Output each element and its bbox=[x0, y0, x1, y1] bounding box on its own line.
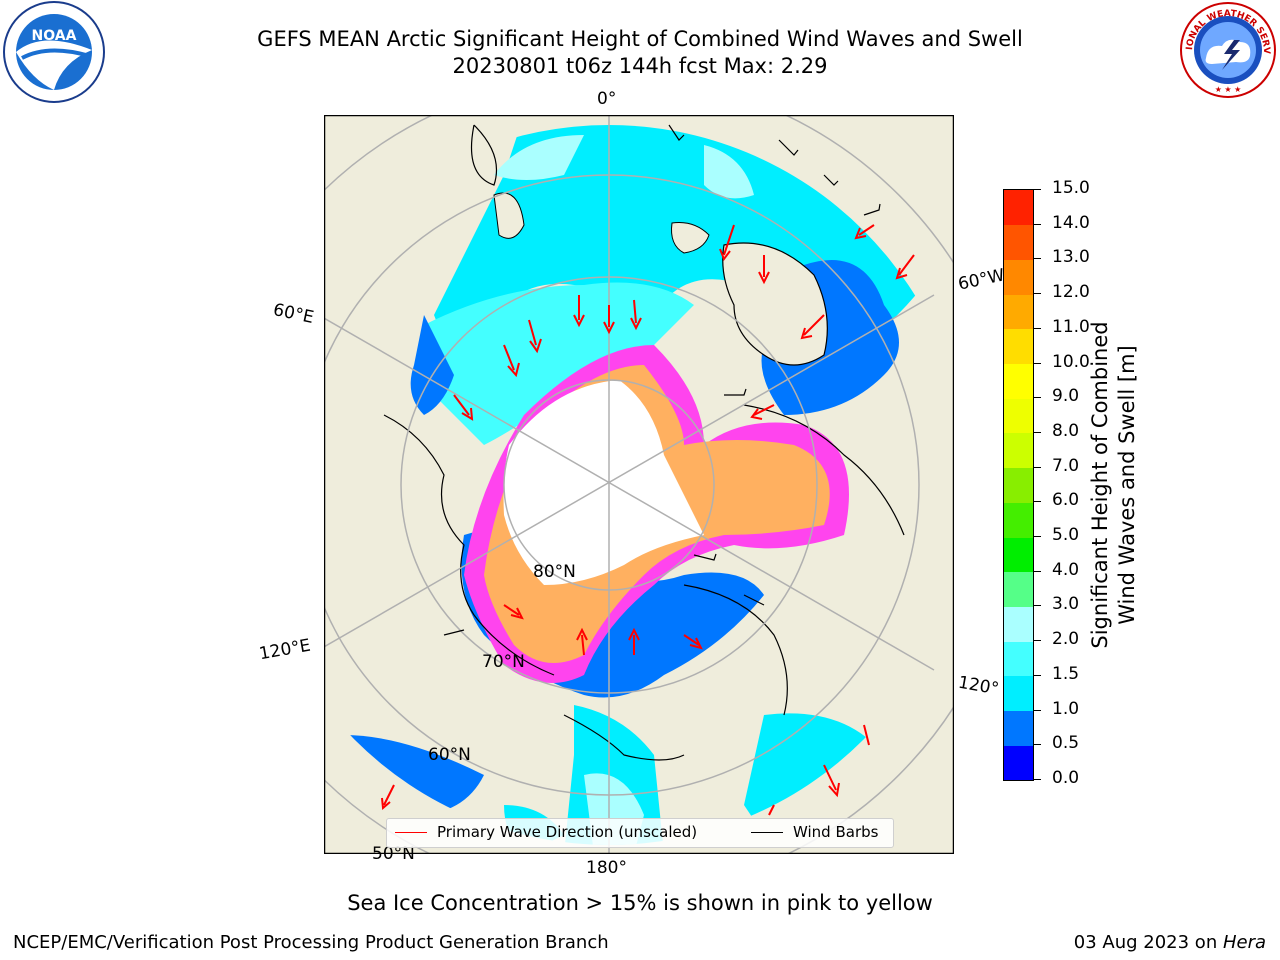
colorbar-tick-label: 13.0 bbox=[1052, 247, 1090, 268]
colorbar-tick-mark bbox=[1034, 640, 1041, 642]
colorbar-tick-mark bbox=[1034, 258, 1041, 260]
novaya-zemlya bbox=[493, 192, 525, 239]
colorbar-tick-mark bbox=[1034, 536, 1041, 538]
colorbar-tick-mark bbox=[1034, 744, 1041, 746]
colorbar-segment bbox=[1004, 224, 1033, 260]
legend-label-barb: Wind Barbs bbox=[793, 823, 879, 841]
wind-barbs bbox=[443, 124, 881, 636]
colorbar-tick-mark bbox=[1034, 501, 1041, 503]
chart-title: GEFS MEAN Arctic Significant Height of C… bbox=[257, 27, 1023, 51]
wave-direction-arrows bbox=[381, 224, 915, 816]
colorbar-tick-label: 9.0 bbox=[1052, 386, 1080, 407]
wave-field-norway bbox=[410, 315, 454, 415]
colorbar-segment bbox=[1004, 398, 1033, 434]
colorbar-tick-label: 4.0 bbox=[1052, 559, 1080, 580]
colorbar-tick-label: 12.0 bbox=[1052, 282, 1090, 303]
colorbar-tick-mark bbox=[1034, 466, 1041, 468]
greenland bbox=[722, 242, 828, 366]
lon-label-60e: 60°E bbox=[271, 299, 316, 329]
legend-swatch-wave bbox=[395, 832, 427, 833]
bering-coastline bbox=[563, 714, 685, 761]
colorbar-tick-label: 11.0 bbox=[1052, 316, 1090, 337]
legend-swatch-barb bbox=[751, 832, 783, 833]
colorbar-tick-label: 5.0 bbox=[1052, 525, 1080, 546]
lon-label-60w: 60°W bbox=[956, 265, 1007, 295]
colorbar-tick-mark bbox=[1034, 709, 1041, 711]
colorbar-tick-label: 6.0 bbox=[1052, 490, 1080, 511]
colorbar-segment bbox=[1004, 502, 1033, 538]
colorbar-segment bbox=[1004, 328, 1033, 365]
chart-subtitle: 20230801 t06z 144h fcst Max: 2.29 bbox=[452, 54, 828, 78]
colorbar-tick-mark bbox=[1034, 570, 1041, 572]
lon-label-0: 0° bbox=[597, 89, 617, 109]
colorbar-tick-mark bbox=[1034, 674, 1041, 676]
colorbar-segment bbox=[1004, 675, 1033, 712]
lat-label-70n: 70°N bbox=[482, 652, 525, 672]
colorbar-tick-label: 3.0 bbox=[1052, 594, 1080, 615]
colorbar-label-line2: Wind Waves and Swell [m] bbox=[1115, 345, 1139, 625]
wave-field-highband bbox=[494, 135, 584, 180]
wave-field-highband-2 bbox=[704, 145, 754, 199]
colorbar-segment bbox=[1004, 606, 1033, 642]
sea-ice-caption: Sea Ice Concentration > 15% is shown in … bbox=[347, 891, 933, 915]
colorbar-segment bbox=[1004, 190, 1033, 226]
colorbar-segment bbox=[1004, 259, 1033, 295]
colorbar-label-line1: Significant Height of Combined bbox=[1088, 321, 1112, 649]
footer-host: Hera bbox=[1222, 932, 1266, 953]
colorbar-tick-mark bbox=[1034, 397, 1041, 399]
colorbar-tick-mark bbox=[1034, 293, 1041, 295]
colorbar-tick-label: 1.0 bbox=[1052, 698, 1080, 719]
lat-label-50n: 50°N bbox=[372, 844, 415, 864]
colorbar bbox=[1003, 189, 1034, 781]
colorbar-tick-mark bbox=[1034, 605, 1041, 607]
colorbar-tick-label: 14.0 bbox=[1052, 212, 1090, 233]
colorbar-tick-label: 7.0 bbox=[1052, 455, 1080, 476]
colorbar-tick-label: 8.0 bbox=[1052, 420, 1080, 441]
colorbar-segment bbox=[1004, 571, 1033, 607]
colorbar-segment bbox=[1004, 537, 1033, 573]
lon-label-120e: 120°E bbox=[257, 635, 313, 665]
wave-field-barents bbox=[424, 282, 694, 445]
canada-coastline bbox=[743, 404, 905, 536]
map-frame bbox=[324, 115, 954, 854]
colorbar-segment bbox=[1004, 710, 1033, 746]
colorbar-segment bbox=[1004, 467, 1033, 503]
noaa-logo: NOAA bbox=[2, 0, 106, 104]
colorbar-segment bbox=[1004, 294, 1033, 330]
colorbar-tick-mark bbox=[1034, 189, 1041, 190]
footer-date: 03 Aug 2023 on Hera bbox=[1074, 932, 1266, 953]
footer-branch: NCEP/EMC/Verification Post Processing Pr… bbox=[13, 932, 609, 953]
lon-label-180: 180° bbox=[586, 858, 627, 878]
svalbard bbox=[671, 222, 710, 254]
colorbar-tick-label: 1.5 bbox=[1052, 663, 1080, 684]
lat-label-80n: 80°N bbox=[533, 562, 576, 582]
lat-label-60n: 60°N bbox=[428, 745, 471, 765]
central-arctic-ice bbox=[503, 380, 704, 585]
nws-logo: NATIONAL WEATHER SERVICE ★ ★ ★ bbox=[1174, 0, 1278, 100]
siberian-coastline bbox=[383, 414, 555, 676]
svg-text:★ ★ ★: ★ ★ ★ bbox=[1215, 85, 1242, 94]
colorbar-tick-label: 10.0 bbox=[1052, 351, 1090, 372]
colorbar-segment bbox=[1004, 432, 1033, 469]
colorbar-tick-mark bbox=[1034, 362, 1041, 364]
graticule bbox=[324, 115, 954, 854]
colorbar-tick-label: 2.0 bbox=[1052, 629, 1080, 650]
colorbar-tick-mark bbox=[1034, 779, 1041, 780]
map-legend: Primary Wave Direction (unscaled) Wind B… bbox=[386, 818, 894, 848]
colorbar-tick-label: 0.5 bbox=[1052, 733, 1080, 754]
colorbar-segment bbox=[1004, 641, 1033, 677]
colorbar-tick-mark bbox=[1034, 327, 1041, 329]
alaska-coastline bbox=[683, 584, 788, 716]
colorbar-tick-mark bbox=[1034, 431, 1041, 433]
arctic-map bbox=[324, 115, 954, 854]
colorbar-tick-mark bbox=[1034, 223, 1041, 225]
footer-date-text: 03 Aug 2023 on bbox=[1073, 932, 1223, 953]
lon-label-120w: 120° bbox=[956, 672, 1001, 700]
colorbar-segment bbox=[1004, 745, 1033, 781]
colorbar-segment bbox=[1004, 363, 1033, 399]
legend-label-wave: Primary Wave Direction (unscaled) bbox=[437, 823, 698, 841]
noaa-logo-text: NOAA bbox=[32, 28, 77, 44]
colorbar-tick-label: 15.0 bbox=[1052, 178, 1090, 198]
colorbar-tick-label: 0.0 bbox=[1052, 768, 1080, 788]
